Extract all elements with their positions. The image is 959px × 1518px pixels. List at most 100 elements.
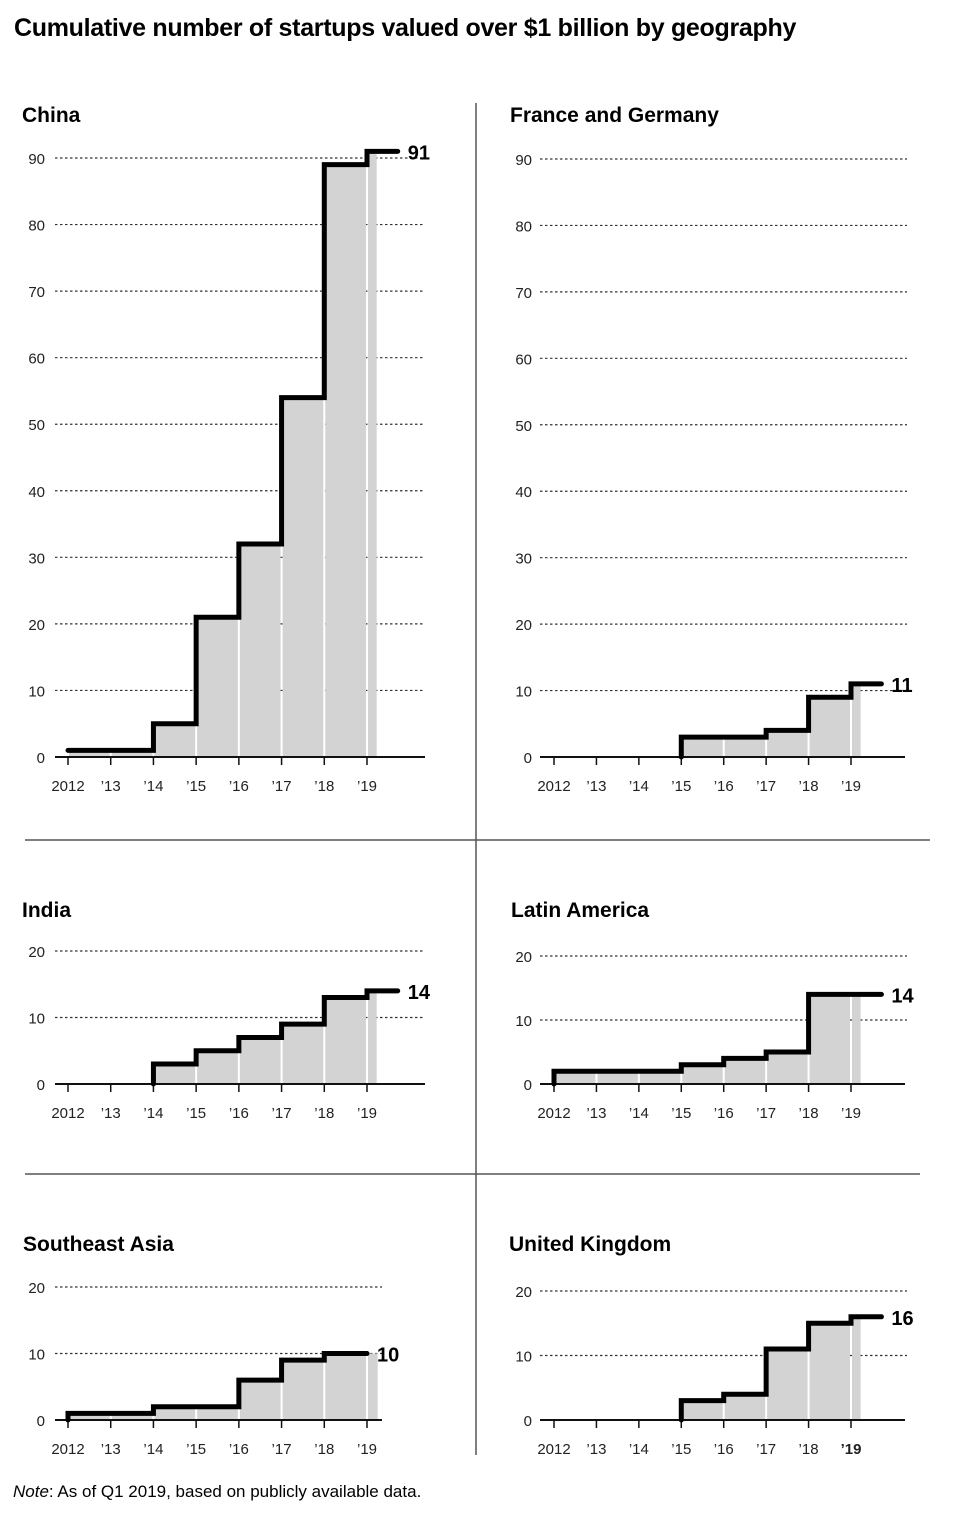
area-segment: [325, 164, 366, 758]
x-tick-label: ’15: [186, 778, 206, 795]
y-tick-label: 10: [515, 1013, 532, 1030]
panel-india: India 0 10 20 2012 ’13 ’14 ’15 ’16 ’17 ’18 ’19 14: [22, 899, 431, 1122]
y-tick-label: 0: [37, 1077, 45, 1094]
x-tick-label: ’13: [586, 778, 606, 795]
y-tick-label: 50: [515, 418, 532, 435]
y-tick-label: 60: [515, 351, 532, 368]
y-tick-label: 60: [28, 351, 45, 368]
area-segment: [555, 1071, 596, 1084]
x-tick-label: ’17: [272, 1105, 292, 1122]
end-value-label: 14: [408, 982, 431, 1004]
x-tick-label: ’16: [714, 778, 734, 795]
note-text: : As of Q1 2019, based on publicly avail…: [48, 1482, 422, 1501]
area-segment: [852, 994, 861, 1084]
area-segment: [282, 397, 324, 757]
panel-southeast-asia: Southeast Asia 0 10 20 2012 ’13 ’14 ’15 ’16 ’17 ’1…: [23, 1233, 399, 1458]
x-tick-label: 2012: [537, 1105, 570, 1122]
x-tick-label: ’16: [229, 1105, 249, 1122]
x-tick-label: ’18: [799, 1105, 819, 1122]
x-tick-label: ’14: [629, 1105, 649, 1122]
x-tick-label: ’17: [272, 778, 292, 795]
x-tick-label: ’16: [229, 1441, 249, 1458]
x-tick-label: ’14: [143, 1105, 163, 1122]
y-tick-label: 30: [515, 551, 532, 568]
x-tick-label: ’15: [671, 1105, 691, 1122]
area-segment: [239, 1037, 281, 1084]
x-tick-label: ’17: [756, 778, 776, 795]
step-line: [678, 681, 884, 760]
step-line: [150, 988, 401, 1087]
step-line: [65, 148, 401, 753]
area-segment: [597, 1071, 638, 1084]
y-tick-label: 80: [28, 218, 45, 235]
panel-china: China 0 10 20 30 40 50 60 70 80 90 2012 ’13 ’14 ’15 ’16…: [22, 104, 430, 795]
area-segment: [69, 750, 110, 757]
panel-title: France and Germany: [510, 104, 719, 127]
end-value-label: 16: [891, 1308, 913, 1330]
x-tick-label: ’17: [272, 1441, 292, 1458]
x-tick-label: ’18: [314, 1105, 334, 1122]
area-segment: [809, 994, 850, 1084]
y-tick-label: 70: [28, 284, 45, 301]
area-segment: [767, 1052, 808, 1084]
x-tick-label: ’13: [101, 778, 121, 795]
area-segment: [809, 697, 850, 757]
note-label: Note: [13, 1482, 49, 1501]
area-segment: [325, 1353, 366, 1420]
area-segment: [197, 1406, 238, 1420]
y-tick-label: 10: [28, 1347, 45, 1364]
area-segment: [154, 723, 196, 757]
x-tick-label: ’19: [841, 1105, 861, 1122]
y-tick-label: 20: [28, 944, 45, 961]
panel-france-and-germany: France and Germany 0 10 20 30 40 50 60 70 80 90 201…: [510, 104, 913, 795]
x-tick-label: ’14: [143, 1441, 163, 1458]
y-tick-label: 10: [28, 683, 45, 700]
area-segment: [154, 1064, 196, 1084]
area-segment: [724, 1058, 766, 1084]
area-segment: [325, 997, 366, 1084]
x-tick-label: ’18: [314, 1441, 334, 1458]
panel-title: Southeast Asia: [23, 1233, 174, 1256]
x-tick-label: 2012: [537, 1441, 570, 1458]
x-tick-label: 2012: [51, 1105, 84, 1122]
end-value-label: 11: [891, 675, 912, 697]
area-segment: [154, 1406, 196, 1420]
x-tick-label: ’16: [229, 778, 249, 795]
x-tick-label: ’13: [586, 1441, 606, 1458]
x-tick-label: ’19: [357, 1105, 377, 1122]
y-tick-label: 70: [515, 285, 532, 302]
area-segment: [682, 737, 723, 757]
step-line: [65, 1351, 370, 1423]
area-segment: [239, 1380, 281, 1420]
y-tick-label: 10: [515, 684, 532, 701]
x-tick-label: ’19: [841, 778, 861, 795]
area-segment: [197, 617, 238, 757]
x-tick-label: ’19: [357, 778, 377, 795]
y-tick-label: 20: [515, 1284, 532, 1301]
panel-title: China: [22, 104, 81, 127]
y-tick-label: 40: [515, 484, 532, 501]
x-tick-label: ’18: [799, 778, 819, 795]
x-tick-label: ’19: [841, 1441, 862, 1458]
y-tick-label: 20: [515, 617, 532, 634]
x-tick-label: ’18: [799, 1441, 819, 1458]
x-tick-label: ’14: [629, 1441, 649, 1458]
area-segment: [197, 1050, 238, 1084]
y-tick-label: 0: [37, 750, 45, 767]
panel-title: Latin America: [511, 899, 649, 922]
y-tick-label: 90: [515, 152, 532, 169]
area-segment: [368, 990, 377, 1084]
x-tick-label: ’15: [186, 1105, 206, 1122]
y-tick-label: 0: [524, 1413, 532, 1430]
y-tick-label: 40: [28, 484, 45, 501]
x-tick-label: ’14: [143, 778, 163, 795]
panel-latin-america: Latin America 0 10 20 2012 ’13 ’14 ’15 ’16 ’17 ’18…: [511, 899, 915, 1122]
y-tick-label: 80: [515, 218, 532, 235]
y-tick-label: 10: [28, 1011, 45, 1028]
area-segment: [767, 730, 808, 757]
area-segment: [767, 1349, 808, 1420]
x-tick-label: ’16: [714, 1441, 734, 1458]
x-tick-label: ’18: [314, 778, 334, 795]
y-tick-label: 20: [28, 617, 45, 634]
